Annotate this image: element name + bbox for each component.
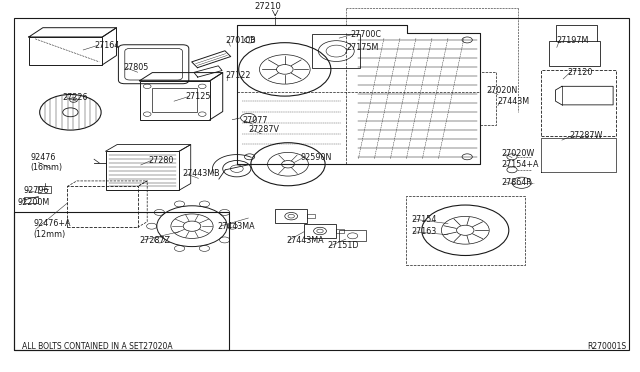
- Text: 27805: 27805: [124, 63, 149, 72]
- Text: 27197M: 27197M: [557, 36, 589, 45]
- Text: 27120: 27120: [568, 68, 593, 77]
- Text: 27125: 27125: [186, 92, 211, 101]
- Text: 27020W: 27020W: [502, 149, 535, 158]
- Text: ALL BOLTS CONTAINED IN A SET27020A: ALL BOLTS CONTAINED IN A SET27020A: [22, 341, 173, 350]
- Bar: [480, 72, 496, 125]
- Bar: [541, 70, 616, 137]
- Text: R270001S: R270001S: [587, 342, 626, 351]
- Bar: [38, 186, 51, 193]
- Bar: [14, 18, 629, 350]
- Bar: [304, 224, 336, 238]
- Text: 27287V: 27287V: [248, 125, 279, 134]
- Text: 92590N: 92590N: [301, 153, 332, 162]
- Text: 27122: 27122: [225, 71, 251, 80]
- Text: 27164: 27164: [95, 41, 120, 50]
- Text: 27210: 27210: [254, 2, 281, 12]
- Text: 27020N: 27020N: [486, 86, 518, 95]
- Bar: [140, 81, 210, 120]
- Text: 27010B: 27010B: [225, 36, 256, 45]
- Bar: [29, 37, 102, 65]
- Text: 92796: 92796: [23, 186, 49, 195]
- Text: 27077: 27077: [242, 116, 268, 125]
- Bar: [549, 41, 600, 65]
- Bar: [339, 230, 366, 241]
- Bar: [275, 209, 307, 223]
- Text: 27154+A: 27154+A: [502, 160, 540, 169]
- Text: 92200M: 92200M: [17, 198, 49, 206]
- Text: 27287Z: 27287Z: [140, 236, 170, 245]
- Bar: [106, 151, 179, 190]
- Bar: [336, 229, 344, 233]
- Text: 27163: 27163: [411, 227, 436, 236]
- Text: 27443MA: 27443MA: [218, 222, 255, 231]
- Text: 27700C: 27700C: [350, 30, 381, 39]
- Bar: [152, 88, 197, 112]
- Text: 92476
(16mm): 92476 (16mm): [31, 153, 63, 172]
- Text: 27175M: 27175M: [346, 43, 379, 52]
- Text: 27151D: 27151D: [328, 241, 359, 250]
- Text: 27443MB: 27443MB: [182, 169, 220, 178]
- Bar: [14, 212, 229, 350]
- Text: 27443MA: 27443MA: [286, 236, 324, 245]
- Bar: [312, 34, 360, 68]
- Text: 27443M: 27443M: [497, 97, 529, 106]
- Bar: [307, 214, 315, 218]
- Text: 27287W: 27287W: [570, 131, 603, 140]
- Text: 27864R: 27864R: [502, 178, 532, 187]
- Text: 92476+A
(12mm): 92476+A (12mm): [33, 219, 71, 239]
- Text: 27280: 27280: [148, 156, 174, 165]
- Text: 27154: 27154: [411, 215, 436, 224]
- Bar: [24, 197, 38, 203]
- Text: 27226: 27226: [63, 93, 88, 102]
- Bar: [67, 186, 138, 227]
